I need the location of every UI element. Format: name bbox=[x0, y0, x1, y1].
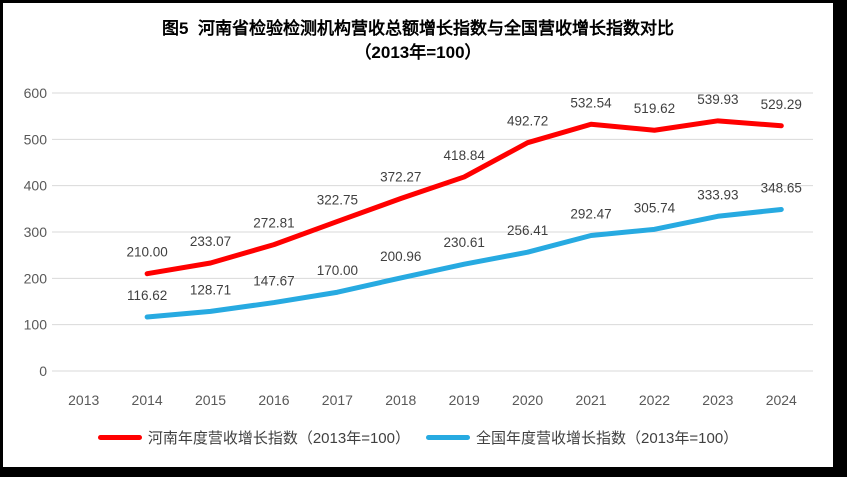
x-axis-tick-label: 2022 bbox=[639, 392, 670, 408]
x-axis-tick-label: 2013 bbox=[68, 392, 99, 408]
data-label: 233.07 bbox=[190, 234, 231, 249]
chart-inner-area: 图5 河南省检验检测机构营收总额增长指数与全国营收增长指数对比 （2013年=1… bbox=[3, 3, 833, 467]
y-axis-tick-label: 600 bbox=[24, 85, 48, 101]
data-label: 305.74 bbox=[634, 200, 676, 215]
data-label: 116.62 bbox=[127, 288, 167, 303]
chart-title-line-1: 图5 河南省检验检测机构营收总额增长指数与全国营收增长指数对比 bbox=[162, 19, 674, 38]
data-label: 200.96 bbox=[380, 249, 421, 264]
data-label: 272.81 bbox=[253, 216, 294, 231]
data-label: 529.29 bbox=[761, 97, 802, 112]
data-label: 519.62 bbox=[634, 101, 675, 116]
x-axis-tick-label: 2021 bbox=[575, 392, 606, 408]
chart-legend: 河南年度营收增长指数（2013年=100） 全国年度营收增长指数（2013年=1… bbox=[3, 427, 833, 448]
x-axis-tick-label: 2018 bbox=[385, 392, 416, 408]
series-line-0 bbox=[144, 118, 784, 277]
x-axis-tick-label: 2016 bbox=[258, 392, 289, 408]
data-label: 418.84 bbox=[444, 148, 486, 163]
y-axis-tick-label: 300 bbox=[24, 224, 48, 240]
x-axis-tick-label: 2019 bbox=[449, 392, 480, 408]
y-axis-tick-label: 500 bbox=[24, 131, 48, 147]
data-label: 322.75 bbox=[317, 192, 358, 207]
y-axis-tick-label: 200 bbox=[24, 270, 48, 286]
x-axis-tick-label: 2015 bbox=[195, 392, 226, 408]
legend-label-henan: 河南年度营收增长指数（2013年=100） bbox=[147, 430, 410, 447]
chart-title: 图5 河南省检验检测机构营收总额增长指数与全国营收增长指数对比 （2013年=1… bbox=[3, 3, 833, 65]
legend-item-henan: 河南年度营收增长指数（2013年=100） bbox=[97, 427, 410, 448]
x-axis-tick-label: 2020 bbox=[512, 392, 543, 408]
x-axis-tick-label: 2017 bbox=[322, 392, 353, 408]
legend-label-national: 全国年度营收增长指数（2013年=100） bbox=[476, 430, 739, 447]
legend-item-national: 全国年度营收增长指数（2013年=100） bbox=[426, 427, 738, 448]
y-axis-tick-label: 100 bbox=[24, 317, 48, 333]
data-label: 348.65 bbox=[761, 180, 802, 195]
chart-title-line-2: （2013年=100） bbox=[354, 43, 482, 62]
data-label: 210.00 bbox=[126, 245, 167, 260]
data-label: 128.71 bbox=[190, 282, 231, 297]
data-label: 539.93 bbox=[697, 92, 738, 107]
data-label: 372.27 bbox=[380, 170, 421, 185]
data-label: 256.41 bbox=[507, 223, 548, 238]
x-axis-tick-label: 2024 bbox=[766, 392, 797, 408]
data-label: 492.72 bbox=[507, 114, 548, 129]
data-label: 147.67 bbox=[253, 274, 294, 289]
x-axis-tick-label: 2014 bbox=[132, 392, 163, 408]
x-axis-tick-label: 2023 bbox=[702, 392, 733, 408]
chart-svg: 0 100 200 300 400 500 600 2013 2014 2015 2016 2017 2… bbox=[24, 85, 813, 408]
legend-line-swatch-blue bbox=[426, 435, 470, 440]
data-label: 532.54 bbox=[570, 95, 612, 110]
data-label: 333.93 bbox=[697, 187, 738, 202]
y-axis-tick-label: 0 bbox=[39, 363, 47, 379]
series-line-1 bbox=[144, 206, 784, 320]
data-label: 292.47 bbox=[570, 206, 611, 221]
y-axis-tick-label: 400 bbox=[24, 178, 48, 194]
data-label: 230.61 bbox=[444, 235, 485, 250]
data-label: 170.00 bbox=[317, 263, 358, 278]
legend-line-swatch-red bbox=[97, 435, 142, 440]
